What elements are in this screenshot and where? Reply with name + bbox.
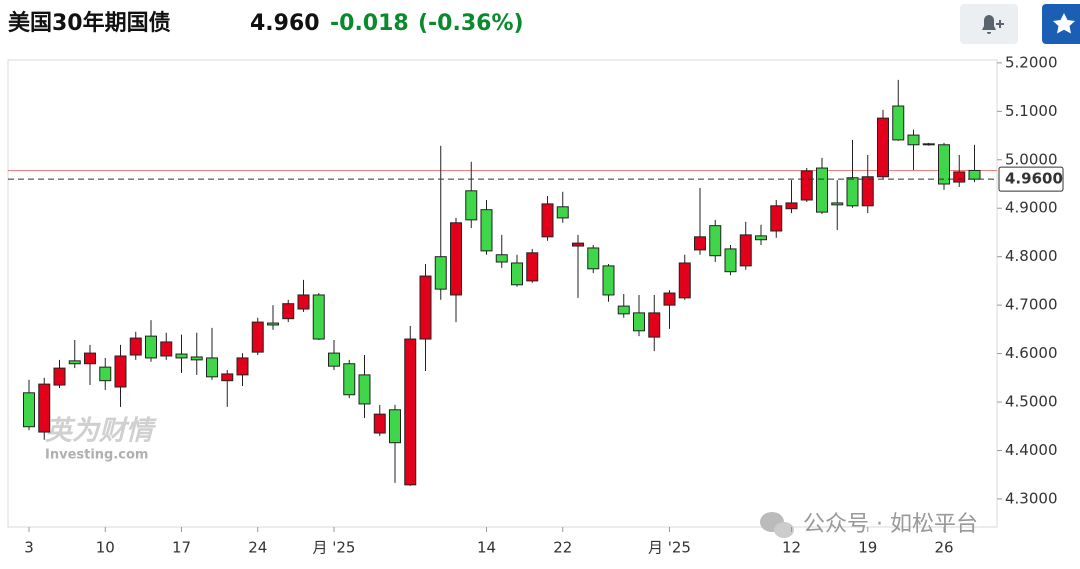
overlay-text: 公众号 · 如松平台 (803, 512, 978, 537)
candle-body (267, 322, 279, 326)
candle-body (907, 134, 920, 146)
y-tick-label: 4.9000 (1005, 199, 1058, 217)
candle-body (419, 275, 432, 340)
candle-body (755, 235, 767, 241)
y-tick-label: 4.3000 (1005, 489, 1058, 507)
y-tick-label: 4.8000 (1005, 247, 1058, 265)
price: 4.960 (250, 11, 320, 36)
candle-body (556, 206, 569, 219)
watermark-site: Investing.com (45, 448, 148, 463)
candle-body (68, 360, 81, 365)
y-tick-label: 5.0000 (1005, 150, 1058, 168)
candle-body (53, 367, 66, 386)
candle-body (328, 352, 340, 367)
candle-body (511, 262, 523, 286)
candle-body (678, 262, 691, 299)
alert-button[interactable] (960, 4, 1018, 44)
x-tick-label: 26 (934, 539, 953, 557)
x-tick-label: 22 (553, 539, 572, 557)
candle-body (602, 265, 615, 296)
candle-body (38, 383, 51, 433)
candle-body (282, 303, 295, 320)
x-tick-label: 19 (858, 539, 877, 557)
candle-body (770, 205, 783, 232)
candle-body (648, 312, 661, 338)
change: -0.018 (330, 11, 409, 36)
candle-body (633, 312, 645, 332)
candle-body (389, 409, 401, 444)
x-tick-label: 月 '25 (313, 539, 356, 557)
candle-body (480, 209, 493, 252)
candle-body (861, 176, 874, 207)
y-tick-label: 5.2000 (1005, 53, 1058, 71)
y-tick-label: 4.4000 (1005, 441, 1058, 459)
y-tick-label: 4.7000 (1005, 296, 1058, 314)
title: 美国30年期国债 (8, 10, 171, 36)
candle-body (434, 256, 447, 290)
price-label-box (998, 166, 1064, 192)
candle-body (572, 242, 584, 247)
candle-body (846, 177, 859, 207)
watermark-brand: 英为财情 (45, 416, 157, 447)
candle-body (709, 225, 722, 257)
candle-body (495, 254, 508, 263)
candle-body (114, 355, 127, 388)
candle-body (343, 363, 356, 396)
candle-body (145, 335, 157, 359)
candle-body (373, 413, 386, 434)
candle-body (190, 356, 203, 361)
candle-body (724, 248, 737, 273)
candle-body (236, 357, 249, 376)
candle-body (816, 167, 828, 213)
candle-body (358, 374, 371, 405)
candle-body (785, 202, 798, 210)
candle-body (221, 373, 234, 382)
y-tick-label: 4.6000 (1005, 344, 1058, 362)
candle-body (404, 338, 417, 486)
candle-body (312, 294, 325, 340)
candle-body (617, 305, 630, 315)
watchlist-button[interactable] (1042, 4, 1080, 44)
candle-body (831, 202, 844, 206)
candle-body (175, 353, 188, 359)
candle-body (938, 144, 950, 185)
candle-body (526, 252, 539, 282)
x-tick-label: 3 (24, 539, 34, 557)
x-tick-label: 12 (782, 539, 801, 557)
price-label: 4.9600 (1005, 170, 1063, 188)
candle-body (694, 236, 706, 251)
candle-body (892, 105, 905, 141)
x-tick-label: 10 (96, 539, 115, 557)
candle-body (23, 392, 35, 428)
candle-body (587, 247, 600, 270)
candle-body (663, 292, 676, 306)
x-tick-label: 月 '25 (648, 539, 691, 557)
candle-body (160, 341, 173, 357)
candle-body (541, 203, 554, 238)
candle-body (968, 169, 981, 180)
x-tick-label: 24 (248, 539, 267, 557)
candle-body (922, 143, 935, 146)
candle-body (129, 337, 142, 356)
candle-body (800, 170, 813, 201)
candle-body (251, 321, 264, 353)
candle-body (877, 117, 889, 178)
candle-body (465, 190, 478, 221)
y-tick-label: 5.1000 (1005, 102, 1058, 120)
candle-body (297, 294, 310, 310)
y-tick-label: 4.5000 (1005, 393, 1058, 411)
x-tick-label: 14 (477, 539, 496, 557)
candle-body (84, 352, 96, 365)
candle-body (99, 366, 112, 382)
candle-body (450, 222, 462, 296)
candle-body (739, 234, 752, 267)
change-pct: (-0.36%) (418, 11, 524, 36)
plot-frame (7, 59, 998, 528)
candle-body (953, 171, 966, 183)
x-tick-label: 17 (172, 539, 191, 557)
candle-body (206, 357, 218, 378)
wechat-icon (760, 512, 794, 538)
